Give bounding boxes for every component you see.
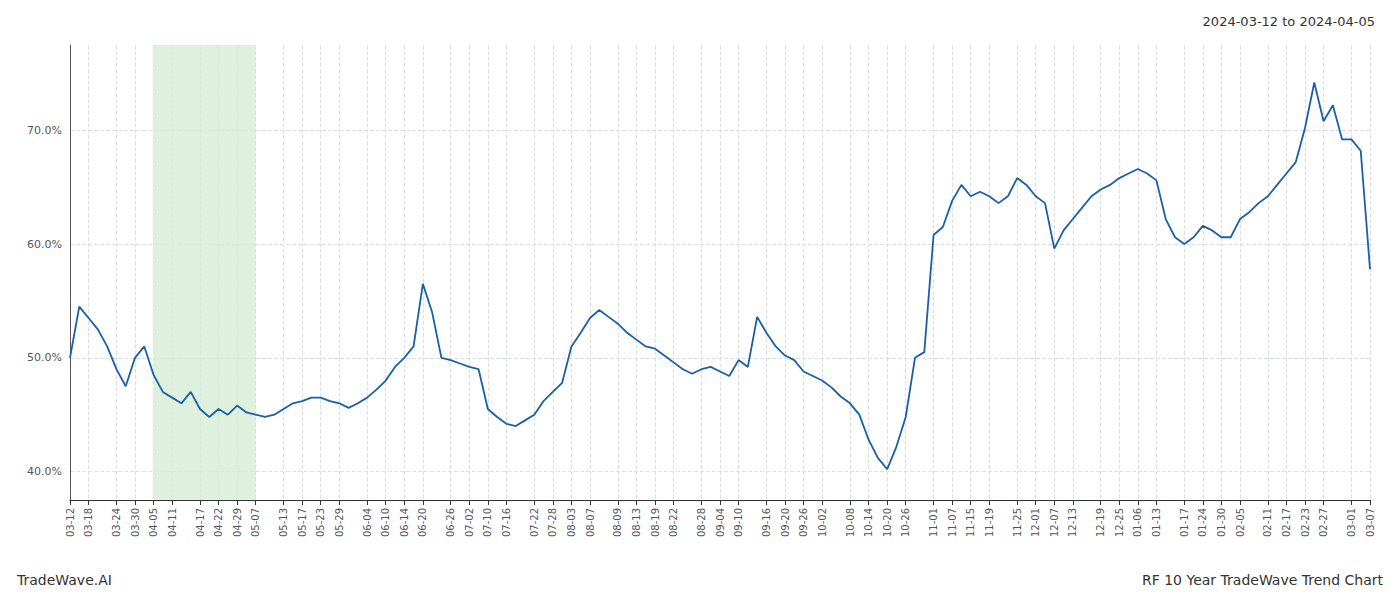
svg-text:2024-03-12 to 2024-04-05: 2024-03-12 to 2024-04-05 [1203,14,1375,29]
svg-text:09-04: 09-04 [715,508,726,537]
svg-text:04-22: 04-22 [213,508,224,537]
svg-text:01-06: 01-06 [1132,508,1143,537]
svg-text:01-17: 01-17 [1179,508,1190,537]
svg-text:12-07: 12-07 [1049,508,1060,537]
svg-text:07-10: 07-10 [482,508,493,537]
svg-text:40.0%: 40.0% [27,465,62,478]
svg-text:02-11: 02-11 [1262,508,1273,537]
svg-text:12-19: 12-19 [1095,508,1106,537]
svg-text:10-26: 10-26 [900,508,911,537]
svg-text:03-18: 03-18 [83,508,94,537]
svg-text:08-13: 08-13 [631,508,642,537]
svg-text:11-01: 11-01 [928,508,939,537]
svg-text:02-17: 02-17 [1281,508,1292,537]
svg-text:05-29: 05-29 [334,508,345,537]
svg-text:03-30: 03-30 [130,508,141,537]
svg-text:12-01: 12-01 [1030,508,1041,537]
svg-text:01-24: 01-24 [1197,508,1208,537]
svg-text:08-22: 08-22 [668,508,679,537]
svg-text:04-11: 04-11 [167,508,178,537]
svg-text:05-23: 05-23 [315,508,326,537]
svg-text:08-09: 08-09 [612,508,623,537]
svg-text:08-07: 08-07 [585,508,596,537]
svg-text:06-20: 06-20 [417,508,428,537]
svg-text:04-17: 04-17 [195,508,206,537]
svg-text:07-02: 07-02 [464,508,475,537]
svg-text:50.0%: 50.0% [27,351,62,364]
svg-text:10-20: 10-20 [882,508,893,537]
svg-text:08-03: 08-03 [566,508,577,537]
svg-text:06-14: 06-14 [399,508,410,537]
svg-text:11-25: 11-25 [1012,508,1023,537]
svg-text:02-05: 02-05 [1235,508,1246,537]
svg-text:02-27: 02-27 [1318,508,1329,537]
svg-text:03-07: 03-07 [1365,508,1376,537]
svg-text:05-13: 05-13 [278,508,289,537]
svg-text:11-07: 11-07 [947,508,958,537]
svg-text:11-15: 11-15 [965,508,976,537]
svg-text:TradeWave.AI: TradeWave.AI [16,572,112,588]
svg-text:06-10: 06-10 [380,508,391,537]
svg-text:12-13: 12-13 [1067,508,1078,537]
svg-text:01-30: 01-30 [1216,508,1227,537]
svg-text:03-12: 03-12 [65,508,76,537]
svg-text:60.0%: 60.0% [27,238,62,251]
svg-text:04-29: 04-29 [232,508,243,537]
svg-text:01-13: 01-13 [1151,508,1162,537]
svg-text:06-26: 06-26 [445,508,456,537]
svg-text:07-16: 07-16 [501,508,512,537]
svg-text:03-24: 03-24 [111,508,122,537]
svg-text:08-19: 08-19 [650,508,661,537]
svg-text:07-28: 07-28 [547,508,558,537]
svg-text:11-19: 11-19 [984,508,995,537]
svg-text:05-17: 05-17 [297,508,308,537]
svg-text:08-28: 08-28 [696,508,707,537]
svg-text:10-02: 10-02 [817,508,828,537]
svg-text:09-16: 09-16 [761,508,772,537]
svg-text:70.0%: 70.0% [27,124,62,137]
svg-text:12-25: 12-25 [1114,508,1125,537]
svg-text:06-04: 06-04 [362,508,373,537]
svg-text:RF 10 Year TradeWave Trend Cha: RF 10 Year TradeWave Trend Chart [1142,572,1384,588]
svg-text:02-23: 02-23 [1300,508,1311,537]
svg-text:10-14: 10-14 [863,508,874,537]
svg-text:07-22: 07-22 [529,508,540,537]
svg-text:09-26: 09-26 [798,508,809,537]
svg-text:09-20: 09-20 [780,508,791,537]
svg-text:04-05: 04-05 [148,508,159,537]
svg-text:09-10: 09-10 [733,508,744,537]
svg-text:03-01: 03-01 [1346,508,1357,537]
svg-text:10-08: 10-08 [845,508,856,537]
svg-text:05-07: 05-07 [250,508,261,537]
